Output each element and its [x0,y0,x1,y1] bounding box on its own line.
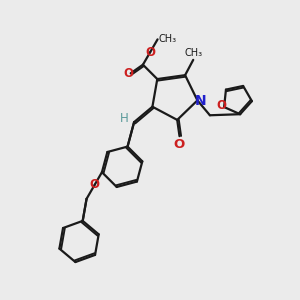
Text: N: N [195,94,207,108]
Text: O: O [123,67,133,80]
Text: O: O [89,178,100,190]
Text: O: O [146,46,156,59]
Text: CH₃: CH₃ [159,34,177,44]
Text: CH₃: CH₃ [184,48,202,58]
Text: O: O [216,99,226,112]
Text: O: O [174,138,185,151]
Text: H: H [120,112,129,125]
